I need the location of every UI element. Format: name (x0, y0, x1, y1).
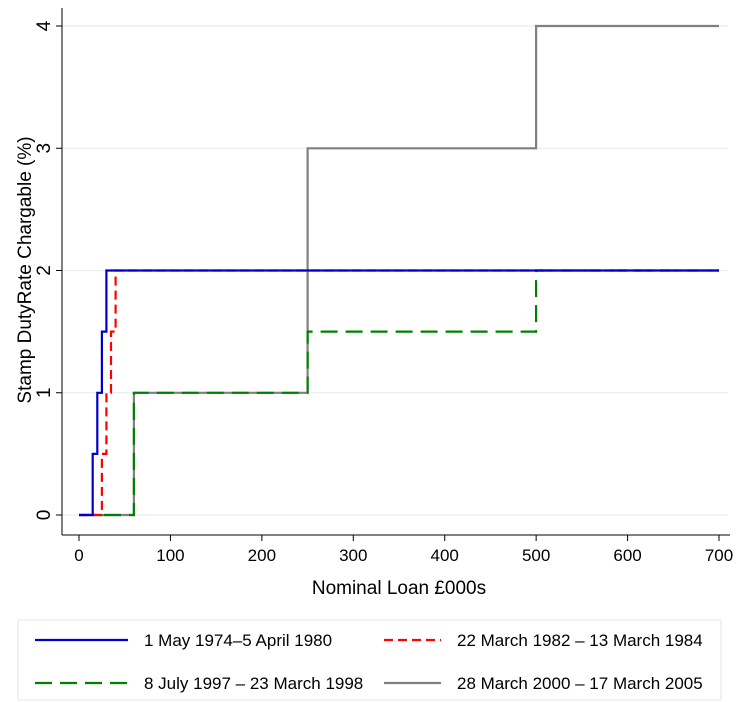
x-tick-label: 700 (705, 546, 733, 565)
legend-label-0: 1 May 1974–5 April 1980 (144, 631, 332, 650)
x-tick-label: 300 (339, 546, 367, 565)
axes: 0 1 2 3 4 0 100 200 300 400 500 600 700 (34, 8, 733, 565)
series-lines (79, 24, 719, 517)
x-tick-label: 200 (248, 546, 276, 565)
y-axis-label: Stamp DutyRate Chargable (%) (15, 136, 36, 403)
y-tick-label: 0 (34, 510, 55, 521)
x-tick-label: 100 (156, 546, 184, 565)
x-tick-label: 500 (522, 546, 550, 565)
x-tick-label: 400 (431, 546, 459, 565)
legend-label-1: 22 March 1982 – 13 March 1984 (457, 631, 703, 650)
x-tick-label: 600 (613, 546, 641, 565)
y-tick-label: 3 (34, 143, 55, 154)
legend-box (17, 619, 722, 701)
x-tick-label: 0 (74, 546, 83, 565)
legend: 1 May 1974–5 April 1980 22 March 1982 – 1… (35, 631, 703, 693)
y-tick-label: 1 (34, 387, 55, 398)
series-line-2 (79, 269, 719, 517)
series-line-0 (79, 269, 719, 517)
y-tick-label: 2 (34, 265, 55, 276)
legend-label-2: 8 July 1997 – 23 March 1998 (144, 674, 363, 693)
y-tick-label: 4 (34, 20, 55, 31)
legend-label-3: 28 March 2000 – 17 March 2005 (457, 674, 703, 693)
x-axis-label: Nominal Loan £000s (312, 578, 486, 599)
